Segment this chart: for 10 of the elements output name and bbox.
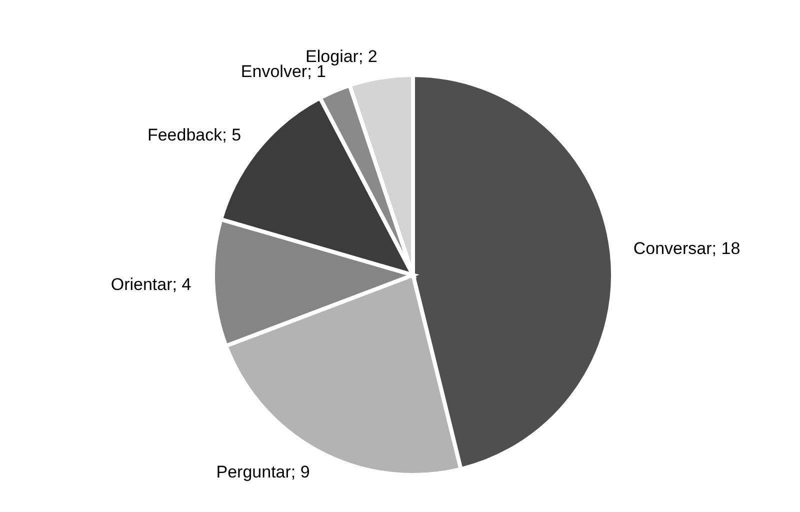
slice-label: Perguntar [216,462,292,482]
data-label: ; 2 [358,46,378,66]
data-label: ; 4 [172,274,192,294]
slice-label: Envolver [240,61,308,80]
slice-label: Orientar [110,274,173,294]
data-label: ; 5 [222,125,242,144]
slice-label: Feedback [147,125,223,144]
slice-label: Conversar [633,238,712,258]
data-label: ; 9 [290,462,310,482]
data-label: ; 18 [712,238,740,258]
